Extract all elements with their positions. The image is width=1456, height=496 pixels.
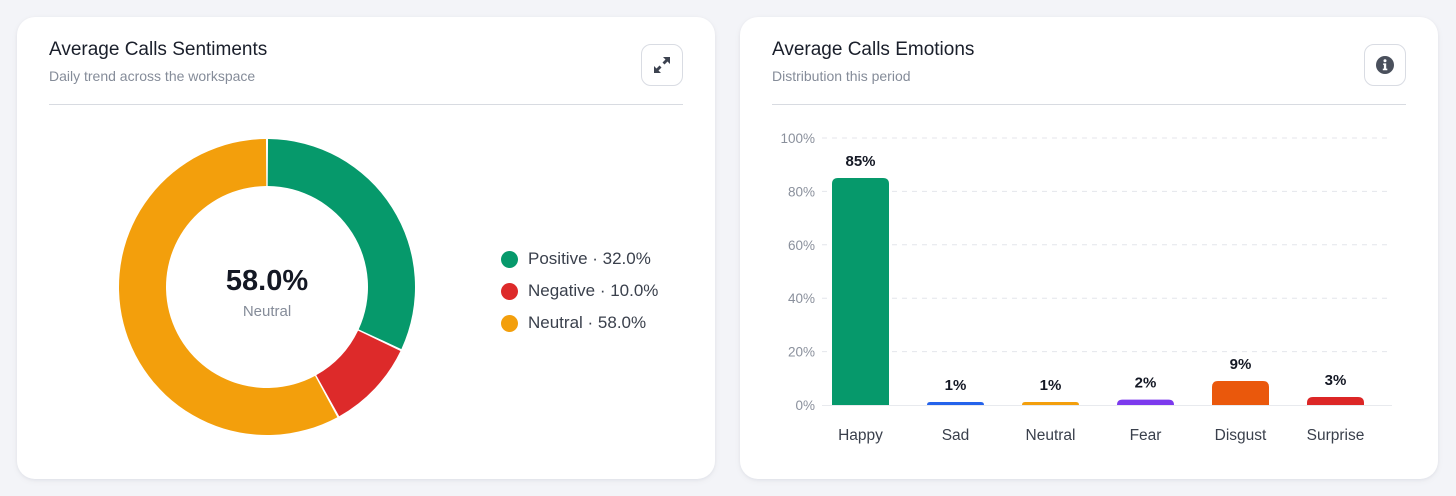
donut-center-value: 58.0% (225, 265, 309, 297)
y-tick-label: 80% (788, 184, 815, 199)
sentiment-card-subtitle: Daily trend across the workspace (49, 68, 256, 84)
emotions-card-subtitle: Distribution this period (772, 68, 911, 84)
bar-surprise[interactable] (1307, 396, 1364, 405)
bar-value-label: 1% (945, 377, 967, 394)
legend-dot (501, 282, 518, 300)
x-tick-label: Neutral (1026, 427, 1076, 444)
legend-item-neutral: Neutral · 58.0% (501, 307, 658, 339)
sentiment-card-divider (49, 104, 683, 105)
bar-value-label: 2% (1135, 375, 1157, 392)
bar-value-label: 1% (1040, 377, 1062, 394)
x-tick-label: Disgust (1215, 427, 1267, 444)
bar-fear[interactable] (1117, 399, 1174, 405)
legend-item-negative: Negative · 10.0% (501, 275, 658, 307)
bar-value-label: 85% (845, 153, 875, 170)
bar-disgust[interactable] (1212, 380, 1269, 405)
emotions-bar-chart: 0% 20% 40% 60% 80% 100% 85% Happy 1% Sad 1% Neutral… (780, 131, 1392, 444)
legend-dot (501, 314, 518, 332)
x-tick-label: Surprise (1307, 427, 1365, 444)
legend-label: Negative · 10.0% (528, 281, 659, 300)
bar-value-label: 3% (1325, 372, 1347, 389)
info-icon (1376, 56, 1394, 74)
info-button[interactable] (1364, 44, 1406, 86)
legend-label: Neutral · 58.0% (528, 313, 647, 332)
legend-item-positive: Positive · 32.0% (501, 243, 658, 275)
emotions-card-divider (772, 104, 1406, 105)
y-tick-label: 60% (788, 238, 815, 253)
y-tick-label: 0% (795, 398, 815, 413)
donut-center-label: Neutral (242, 303, 292, 320)
y-tick-label: 20% (788, 345, 815, 360)
legend-dot (501, 250, 518, 268)
y-tick-label: 40% (788, 291, 815, 306)
x-tick-label: Fear (1130, 427, 1162, 444)
donut-slice-neutral[interactable] (119, 139, 338, 435)
expand-button[interactable] (641, 44, 683, 86)
x-tick-label: Sad (942, 427, 970, 444)
bar-value-label: 9% (1230, 356, 1252, 373)
expand-icon (654, 57, 670, 73)
donut-slice-positive[interactable] (267, 139, 416, 350)
sentiment-card: Average Calls Sentiments Daily trend acr… (17, 17, 715, 479)
legend-label: Positive · 32.0% (528, 249, 651, 268)
bar-neutral[interactable] (1022, 402, 1079, 405)
y-tick-label: 100% (780, 131, 815, 146)
sentiment-legend: Positive · 32.0% Negative · 10.0% Neutra… (501, 243, 658, 339)
emotions-card-title: Average Calls Emotions (772, 39, 975, 60)
donut-slice-negative[interactable] (316, 330, 401, 417)
bar-happy[interactable] (832, 178, 889, 405)
x-tick-label: Happy (838, 427, 883, 444)
bar-sad[interactable] (927, 402, 984, 405)
sentiment-card-title: Average Calls Sentiments (49, 39, 268, 60)
emotions-card: Average Calls Emotions Distribution this… (740, 17, 1438, 479)
sentiment-donut-chart: 58.0% Neutral (117, 137, 417, 437)
